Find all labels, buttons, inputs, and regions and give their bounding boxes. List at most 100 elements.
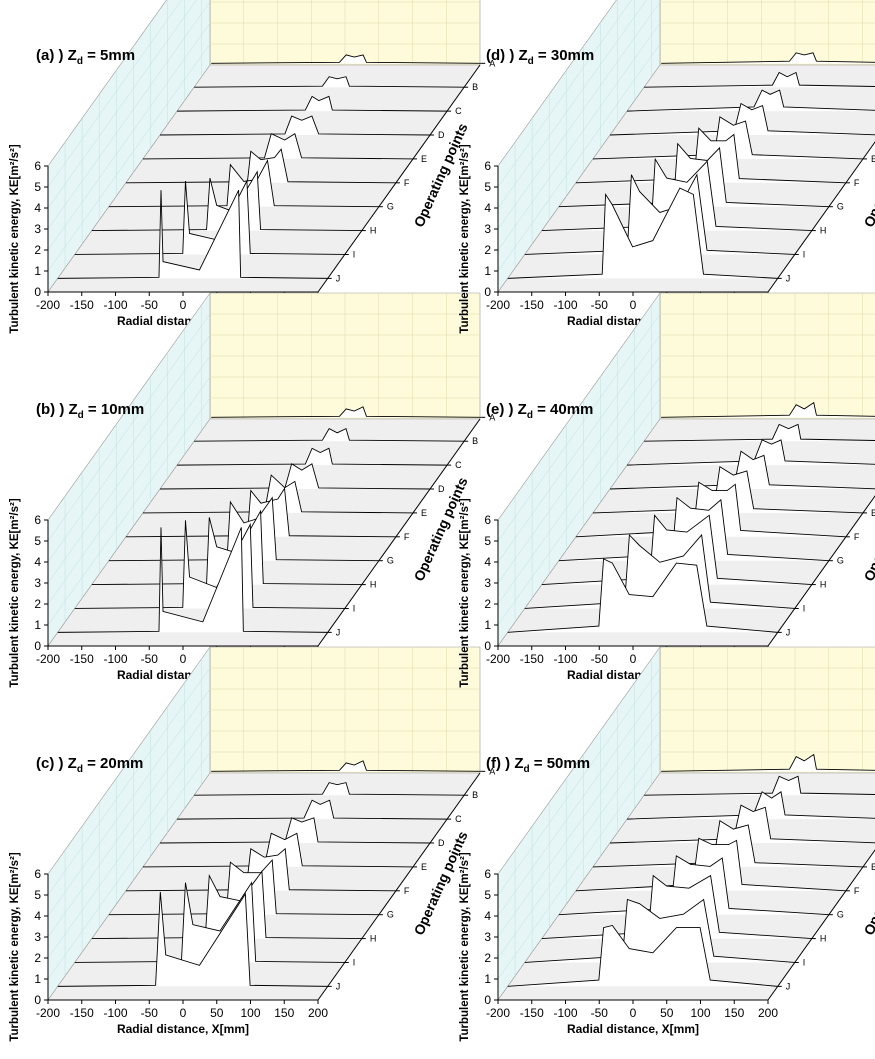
series-line-J [57, 527, 328, 633]
series-line-B [194, 782, 465, 796]
x-tick-label: 100 [240, 1006, 260, 1020]
series-fill-G [108, 860, 379, 915]
panel-title: (d) ) Zd = 30mm [486, 47, 594, 67]
x-axis-label: Radial distance, X[mm] [117, 1022, 249, 1036]
series-line-B [194, 76, 465, 88]
x-tick-label: -150 [520, 298, 544, 312]
series-fill-A [211, 54, 482, 64]
operating-point-label-C: C [455, 106, 462, 116]
series-fill-F [575, 128, 846, 183]
operating-point-label-J: J [786, 981, 791, 991]
y-tick-label: 5 [484, 888, 491, 902]
operating-point-label-C: C [455, 460, 462, 470]
side-grid-line [47, 334, 211, 563]
panel-title-subscript: d [528, 56, 534, 67]
series-line-D [160, 115, 431, 136]
x-tick-label: 0 [630, 652, 637, 666]
y-tick-label: 3 [484, 576, 491, 590]
operating-point-label-F: F [854, 178, 860, 188]
series-fill-I [524, 899, 795, 963]
side-grid-line [497, 667, 661, 896]
series-line-J [57, 891, 328, 987]
x-tick-label: -200 [486, 652, 510, 666]
y-tick-label: 3 [484, 930, 491, 944]
series-line-F [125, 148, 396, 184]
y-tick-label: 1 [34, 618, 41, 632]
series-fill-G [108, 497, 379, 561]
series-fill-I [524, 174, 795, 255]
side-grid-line [497, 313, 661, 542]
x-tick-label: -50 [591, 298, 609, 312]
series-line-A [211, 760, 482, 772]
y-tick-label: 2 [34, 597, 41, 611]
operating-point-label-D: D [438, 484, 445, 494]
side-grid-line [47, 709, 211, 938]
operating-point-label-I: I [353, 603, 356, 613]
series-line-I [74, 179, 345, 255]
series-fill-J [57, 891, 328, 987]
y-tick-label: 3 [34, 930, 41, 944]
side-grid-line [497, 43, 661, 272]
chart-panel-f: ABCDEFGHIJ-200-150-100-50050100150200012… [459, 646, 875, 1042]
operating-point-label-J: J [336, 273, 341, 283]
chart-panel-a: ABCDEFGHIJ-200-150-100-50050100150200012… [9, 0, 495, 334]
series-fill-C [177, 800, 448, 820]
x-tick-label: 50 [660, 1006, 674, 1020]
x-tick-label: 150 [724, 1006, 744, 1020]
operating-point-label-H: H [820, 934, 827, 944]
series-fill-G [108, 160, 379, 207]
x-tick-label: 200 [758, 1006, 778, 1020]
panel-title: (e) ) Zd = 40mm [486, 401, 593, 421]
side-grid-line [47, 751, 211, 980]
series-fill-A [211, 760, 482, 772]
panel-title-suffix: = 20mm [83, 755, 143, 772]
side-grid-line [47, 22, 211, 251]
x-tick-label: 50 [210, 1006, 224, 1020]
panel-title-prefix: (e) ) Z [486, 401, 527, 418]
x-tick-label: -100 [103, 1006, 127, 1020]
y-tick-label: 6 [34, 513, 41, 527]
series-fill-E [142, 133, 413, 159]
series-fill-D [160, 463, 431, 490]
series-fill-E [592, 116, 863, 159]
series-fill-C [177, 448, 448, 466]
panel-title-suffix: = 50mm [530, 755, 590, 772]
operating-point-label-H: H [370, 580, 377, 590]
operating-point-label-H: H [820, 226, 827, 236]
series-line-C [177, 799, 448, 820]
side-grid-line [47, 730, 211, 959]
operating-point-label-J: J [786, 273, 791, 283]
operating-point-label-I: I [803, 957, 806, 967]
y-tick-label: 6 [34, 867, 41, 881]
y-tick-label: 5 [34, 888, 41, 902]
y-tick-label: 0 [484, 639, 491, 653]
series-line-I [524, 898, 795, 963]
series-line-H [91, 870, 362, 940]
side-grid-line [497, 0, 632, 188]
y-tick-label: 4 [484, 555, 491, 569]
operating-point-label-G: G [837, 202, 844, 212]
series-fill-I [524, 534, 795, 609]
series-fill-D [610, 103, 875, 136]
series-fill-B [194, 782, 465, 796]
x-tick-label: -50 [141, 1006, 159, 1020]
panel-title-suffix: = 10mm [84, 401, 144, 418]
operating-point-label-G: G [387, 910, 394, 920]
series-line-C [177, 95, 448, 112]
series-fill-I [74, 882, 345, 963]
operating-point-label-F: F [404, 178, 410, 188]
chart-panel-b: ABCDEFGHIJ-200-150-100-50050100150200012… [9, 292, 495, 688]
y-tick-label: 2 [34, 951, 41, 965]
x-axis-label: Radial distance, X[mm] [567, 1022, 699, 1036]
operating-point-label-B: B [472, 436, 478, 446]
y-tick-label: 1 [34, 264, 41, 278]
y-tick-label: 5 [484, 534, 491, 548]
side-grid-line [47, 0, 182, 188]
y-tick-label: 1 [484, 618, 491, 632]
series-fill-B [194, 428, 465, 442]
series-fill-D [610, 805, 875, 844]
operating-point-label-E: E [421, 508, 427, 518]
x-tick-label: 0 [180, 1006, 187, 1020]
y-tick-label: 2 [484, 597, 491, 611]
y-axis-label: Turbulent kinetic energy, KE[m²/s²] [459, 498, 471, 688]
